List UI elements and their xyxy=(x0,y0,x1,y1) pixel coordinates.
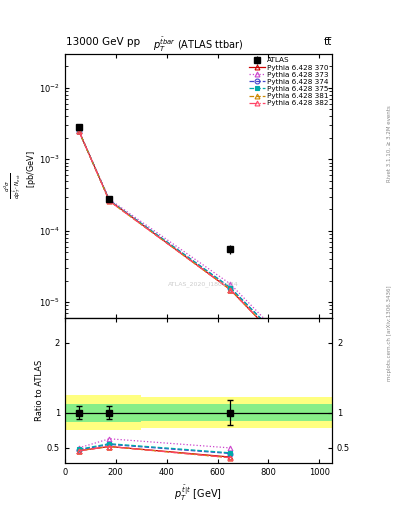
Pythia 6.428 382 xyxy=(107,198,112,204)
Pythia 6.428 375 xyxy=(107,198,112,204)
Pythia 6.428 374 xyxy=(77,128,81,134)
Text: Rivet 3.1.10, ≥ 3.2M events: Rivet 3.1.10, ≥ 3.2M events xyxy=(387,105,392,182)
Line: Pythia 6.428 374: Pythia 6.428 374 xyxy=(76,129,296,354)
Pythia 6.428 375 xyxy=(228,285,233,291)
Legend: ATLAS, Pythia 6.428 370, Pythia 6.428 373, Pythia 6.428 374, Pythia 6.428 375, P: ATLAS, Pythia 6.428 370, Pythia 6.428 37… xyxy=(247,55,331,109)
Pythia 6.428 381 xyxy=(292,352,296,358)
Pythia 6.428 373 xyxy=(77,128,81,134)
Pythia 6.428 373 xyxy=(292,346,296,352)
Y-axis label: $\frac{d^2\sigma}{dp_T^{\bar{t}}\cdot N_{evt}}$
$\quad\quad\quad\quad$ [pb/GeV]: $\frac{d^2\sigma}{dp_T^{\bar{t}}\cdot N_… xyxy=(2,151,37,221)
Pythia 6.428 382 xyxy=(292,352,296,358)
Pythia 6.428 374 xyxy=(107,198,112,204)
Line: Pythia 6.428 373: Pythia 6.428 373 xyxy=(76,129,296,352)
Pythia 6.428 381 xyxy=(77,128,81,134)
Y-axis label: Ratio to ATLAS: Ratio to ATLAS xyxy=(35,360,44,421)
Line: Pythia 6.428 370: Pythia 6.428 370 xyxy=(76,129,296,358)
Pythia 6.428 374 xyxy=(228,285,233,291)
Pythia 6.428 370 xyxy=(228,287,233,293)
Pythia 6.428 374 xyxy=(292,349,296,355)
Pythia 6.428 375 xyxy=(292,349,296,355)
Bar xyxy=(141,397,332,428)
Pythia 6.428 373 xyxy=(107,196,112,202)
Text: tt̅: tt̅ xyxy=(324,37,332,47)
Pythia 6.428 382 xyxy=(228,287,233,293)
Pythia 6.428 375 xyxy=(77,128,81,134)
X-axis label: $p^{\,\bar{t}|t}_T$ [GeV]: $p^{\,\bar{t}|t}_T$ [GeV] xyxy=(174,483,222,503)
Pythia 6.428 373 xyxy=(228,281,233,287)
Line: Pythia 6.428 382: Pythia 6.428 382 xyxy=(76,129,296,358)
Line: Pythia 6.428 381: Pythia 6.428 381 xyxy=(76,129,296,358)
Pythia 6.428 370 xyxy=(292,352,296,358)
Text: 13000 GeV pp: 13000 GeV pp xyxy=(66,37,140,47)
Pythia 6.428 370 xyxy=(77,128,81,134)
Line: Pythia 6.428 375: Pythia 6.428 375 xyxy=(76,129,296,354)
Text: mcplots.cern.ch [arXiv:1306.3436]: mcplots.cern.ch [arXiv:1306.3436] xyxy=(387,285,392,380)
Pythia 6.428 381 xyxy=(228,287,233,293)
Text: ATLAS_2020_I1801434: ATLAS_2020_I1801434 xyxy=(169,281,239,287)
Pythia 6.428 382 xyxy=(77,128,81,134)
Bar xyxy=(65,403,141,422)
Bar xyxy=(65,395,141,431)
Pythia 6.428 381 xyxy=(107,198,112,204)
Bar xyxy=(141,404,332,421)
Pythia 6.428 370 xyxy=(107,198,112,204)
Title: $p_T^{\bar{t}bar}$ (ATLAS ttbar): $p_T^{\bar{t}bar}$ (ATLAS ttbar) xyxy=(153,35,244,54)
